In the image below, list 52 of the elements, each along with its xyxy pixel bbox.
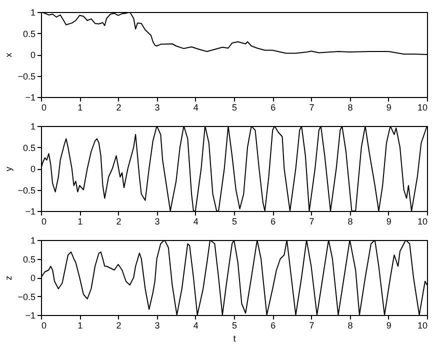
y-tick-label: 1: [30, 236, 36, 246]
x-tick-label: 7: [309, 320, 314, 330]
x-tick-label: 9: [386, 216, 392, 226]
x-tick-label: 0: [42, 320, 47, 330]
y-tick-label: 0: [30, 164, 36, 174]
y-tick-label: 1: [30, 122, 36, 132]
x-tick-label: 10: [417, 102, 428, 112]
y-tick-label: −1: [25, 310, 36, 320]
y-axis-title: x: [4, 52, 14, 58]
y-axis-title: z: [4, 275, 14, 280]
x-tick-label: 3: [154, 216, 160, 226]
y-tick-label: 0.5: [22, 142, 36, 153]
y-tick-label: −0.5: [18, 185, 36, 196]
x-tick-label: 5: [232, 320, 238, 330]
x-tick-label: 9: [386, 102, 392, 112]
y-tick-label: 1: [30, 8, 36, 18]
x-tick-label: 3: [154, 102, 160, 112]
y-tick-label: 0.5: [22, 254, 36, 264]
x-tick-label: 1: [78, 102, 83, 112]
x-tick-label: 5: [232, 216, 238, 226]
x-tick-label: 1: [78, 320, 83, 330]
x-tick-label: 9: [386, 320, 392, 330]
y-tick-label: −0.5: [18, 292, 36, 302]
x-tick-label: 8: [348, 216, 353, 226]
x-axis-title: t: [233, 334, 236, 344]
y-tick-label: −0.5: [18, 71, 36, 82]
y-axis-title: y: [4, 166, 14, 172]
x-tick-label: 7: [309, 102, 314, 112]
x-tick-label: 6: [270, 102, 276, 112]
y-tick-label: −1: [25, 206, 36, 216]
x-tick-label: 7: [309, 216, 314, 226]
x-tick-label: 5: [232, 102, 238, 112]
y-tick-label: 0: [30, 273, 36, 283]
x-tick-label: 4: [193, 216, 198, 226]
x-tick-label: 10: [417, 216, 428, 226]
y-tick-label: −1: [25, 92, 36, 102]
x-tick-label: 6: [270, 320, 276, 330]
x-tick-label: 2: [116, 102, 122, 112]
x-tick-label: 3: [154, 320, 160, 330]
x-tick-label: 4: [193, 320, 198, 330]
x-tick-label: 6: [270, 216, 276, 226]
x-tick-label: 2: [116, 216, 122, 226]
x-tick-label: 8: [348, 320, 353, 330]
x-tick-label: 4: [193, 102, 198, 112]
x-tick-label: 8: [348, 102, 353, 112]
y-tick-label: 0.5: [22, 28, 36, 39]
y-tick-label: 0: [30, 50, 36, 60]
x-tick-label: 0: [42, 216, 47, 226]
x-tick-label: 10: [417, 320, 428, 330]
x-tick-label: 2: [116, 320, 122, 330]
x-tick-label: 0: [42, 102, 47, 112]
x-tick-label: 1: [78, 216, 83, 226]
